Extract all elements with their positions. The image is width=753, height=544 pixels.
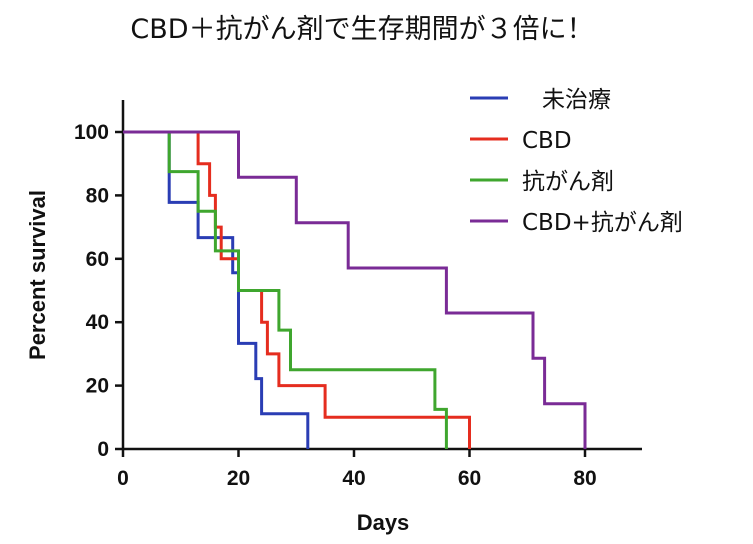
y-tick-label: 0 (97, 438, 109, 461)
legend: 未治療 CBD 抗がん剤 CBD+抗がん剤 (470, 87, 683, 236)
series-lines (123, 130, 587, 449)
x-tick-label: 40 (342, 467, 365, 490)
legend-label: 抗がん剤 (522, 169, 614, 195)
y-tick-label: 60 (86, 248, 109, 271)
x-axis-title: Days (357, 510, 410, 535)
series-line-3 (123, 130, 448, 449)
x-tick-label: 80 (573, 467, 596, 490)
legend-label: 未治療 (542, 87, 611, 113)
x-tick-label: 20 (227, 467, 250, 490)
series-line-4 (123, 130, 587, 449)
y-axis-ticks: 0 20 40 60 80 100 (74, 121, 123, 461)
legend-label: CBD+抗がん剤 (522, 210, 683, 236)
y-tick-label: 100 (74, 121, 109, 144)
chart-title: CBD＋抗がん剤で生存期間が３倍に！ (130, 14, 593, 45)
x-tick-label: 60 (458, 467, 481, 490)
y-axis-title: Percent survival (25, 190, 50, 360)
x-axis-ticks: 0 20 40 60 80 (117, 449, 597, 490)
y-tick-label: 20 (86, 375, 109, 398)
y-tick-label: 80 (86, 184, 109, 207)
x-tick-label: 0 (117, 467, 129, 490)
legend-label: CBD (522, 128, 572, 154)
y-tick-label: 40 (86, 311, 109, 334)
